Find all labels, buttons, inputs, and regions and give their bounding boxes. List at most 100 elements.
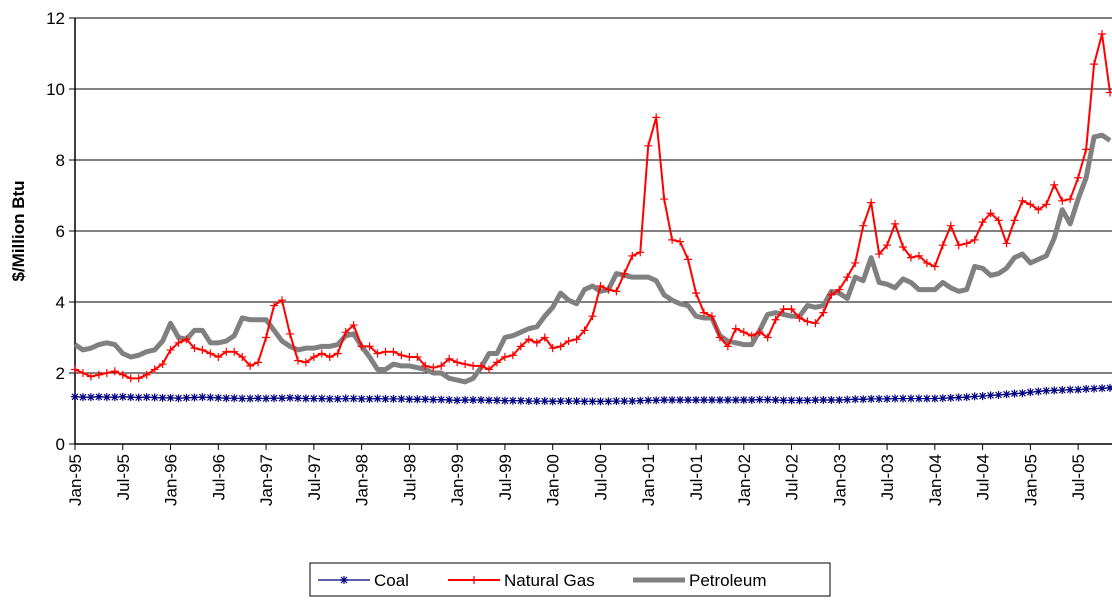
point-marker	[946, 393, 955, 402]
point-marker	[381, 347, 390, 356]
point-marker	[230, 347, 239, 356]
x-tick-label: Jul-04	[974, 454, 993, 500]
point-marker	[381, 394, 390, 403]
point-marker	[660, 395, 669, 404]
point-marker	[1050, 180, 1059, 189]
point-marker	[572, 335, 581, 344]
point-marker	[556, 342, 565, 351]
point-marker	[293, 356, 302, 365]
point-marker	[1090, 384, 1099, 393]
point-marker	[684, 255, 693, 264]
point-marker	[564, 337, 573, 346]
point-marker	[301, 394, 310, 403]
point-marker	[930, 262, 939, 271]
point-marker	[978, 392, 987, 401]
point-marker	[150, 365, 159, 374]
point-marker	[906, 394, 915, 403]
point-marker	[660, 195, 669, 204]
point-marker	[508, 351, 517, 360]
point-marker	[461, 395, 470, 404]
point-marker	[803, 396, 812, 405]
point-marker	[317, 349, 326, 358]
point-marker	[994, 216, 1003, 225]
point-marker	[373, 394, 382, 403]
point-marker	[723, 342, 732, 351]
legend-label: Natural Gas	[504, 571, 595, 590]
point-marker	[1042, 386, 1051, 395]
point-marker	[644, 396, 653, 405]
point-marker	[970, 235, 979, 244]
point-marker	[803, 317, 812, 326]
point-marker	[1018, 196, 1027, 205]
point-marker	[309, 394, 318, 403]
point-marker	[731, 395, 740, 404]
x-tick-label: Jul-96	[209, 454, 228, 500]
y-tick-label: 0	[56, 435, 65, 454]
x-tick-label: Jul-95	[114, 454, 133, 500]
point-marker	[994, 391, 1003, 400]
point-marker	[270, 394, 279, 403]
point-marker	[357, 394, 366, 403]
series-line	[74, 32, 1111, 380]
point-marker	[548, 397, 557, 406]
point-marker	[78, 369, 87, 377]
y-axis-label: $/Million Btu	[9, 180, 28, 281]
point-marker	[325, 394, 334, 403]
point-marker	[285, 393, 294, 402]
point-marker	[118, 370, 127, 379]
point-marker	[429, 363, 438, 372]
point-marker	[1082, 384, 1091, 393]
x-tick-label: Jul-01	[687, 454, 706, 500]
x-tick-label: Jan-96	[162, 454, 181, 506]
point-marker	[182, 335, 191, 344]
x-tick-label: Jan-04	[926, 454, 945, 506]
point-marker	[485, 365, 493, 374]
point-marker	[102, 393, 111, 402]
point-marker	[333, 394, 342, 403]
point-marker	[652, 396, 661, 405]
point-marker	[1098, 29, 1107, 38]
point-marker	[1074, 385, 1083, 394]
x-tick-label: Jul-02	[783, 454, 802, 500]
point-marker	[548, 344, 557, 353]
point-marker	[1058, 386, 1067, 395]
point-marker	[652, 113, 661, 122]
point-marker	[341, 394, 350, 403]
point-marker	[588, 312, 597, 321]
point-marker	[1034, 387, 1043, 396]
point-marker	[723, 395, 732, 404]
point-marker	[930, 394, 939, 403]
point-marker	[270, 301, 279, 310]
point-marker	[668, 235, 677, 244]
point-marker	[596, 397, 605, 406]
point-marker	[1066, 195, 1075, 204]
x-tick-label: Jan-05	[1021, 454, 1040, 506]
point-marker	[238, 353, 247, 362]
x-tick-label: Jan-01	[639, 454, 658, 506]
point-marker	[110, 367, 119, 376]
point-marker	[445, 354, 454, 363]
point-marker	[1010, 389, 1019, 398]
y-tick-label: 4	[56, 293, 65, 312]
point-marker	[739, 395, 748, 404]
x-tick-label: Jan-97	[257, 454, 276, 506]
point-marker	[421, 395, 430, 404]
point-marker	[612, 397, 621, 406]
point-marker	[715, 333, 724, 342]
point-marker	[86, 372, 95, 381]
legend-label: Petroleum	[689, 571, 766, 590]
point-marker	[166, 393, 175, 402]
legend-box	[309, 562, 831, 597]
point-marker	[477, 361, 486, 370]
y-tick-label: 10	[46, 80, 65, 99]
point-marker	[333, 349, 342, 358]
point-marker	[906, 253, 915, 262]
point-marker	[94, 370, 103, 379]
point-marker	[317, 394, 326, 403]
point-marker	[508, 396, 517, 405]
point-marker	[214, 393, 223, 402]
point-marker	[500, 396, 509, 405]
point-marker	[1026, 200, 1035, 209]
point-marker	[771, 395, 780, 404]
point-marker	[516, 396, 525, 405]
